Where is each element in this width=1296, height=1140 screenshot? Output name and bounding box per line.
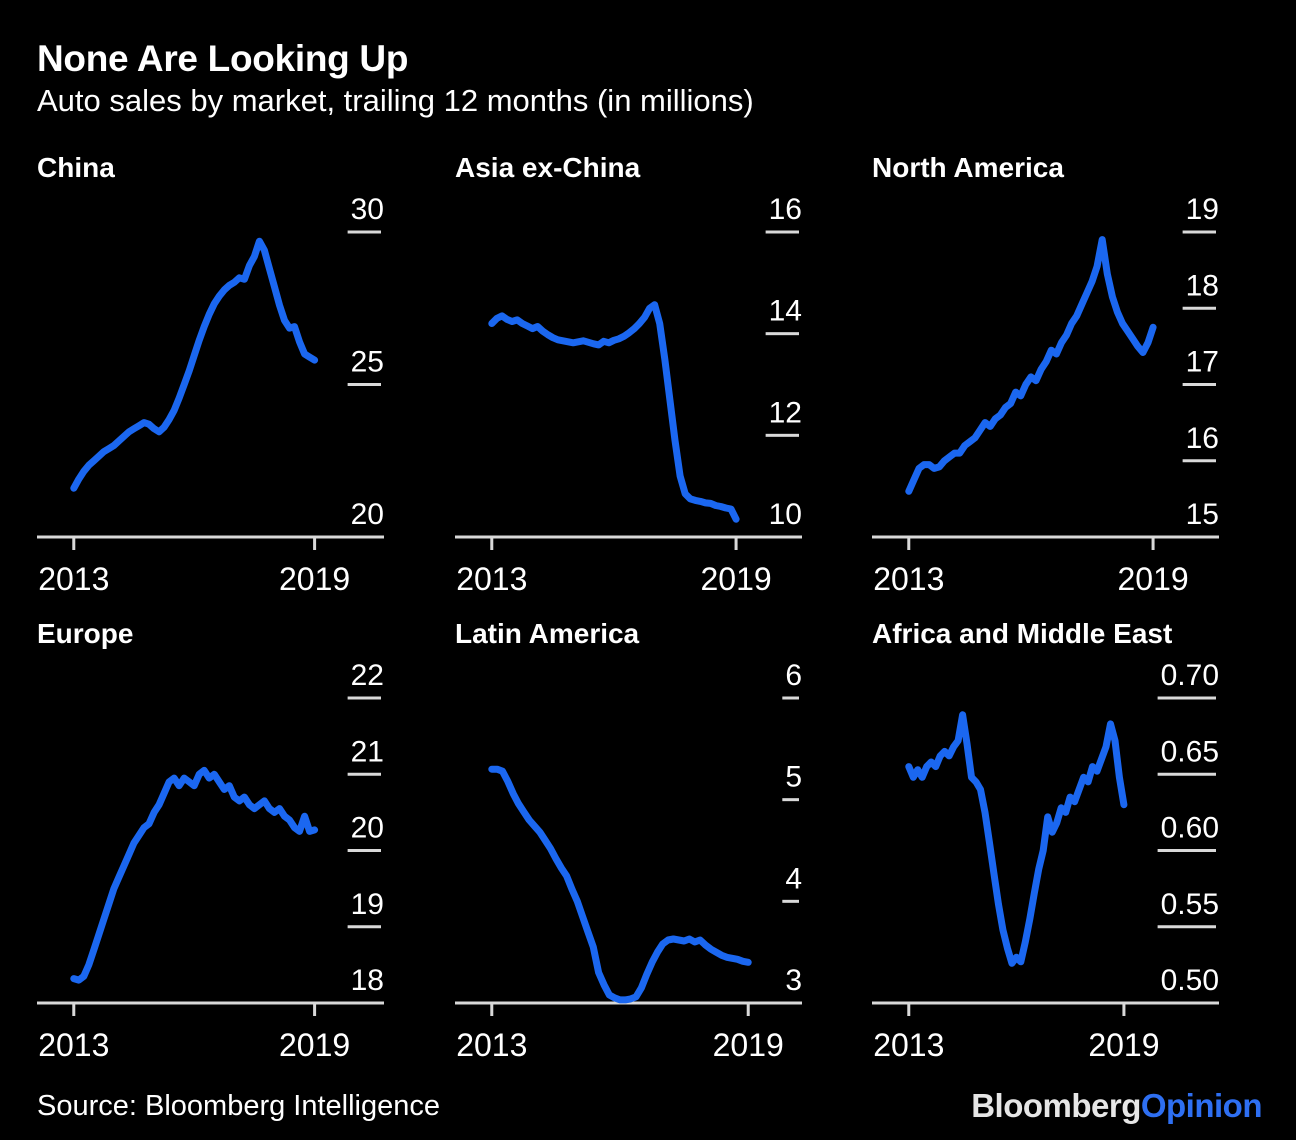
svg-text:2013: 2013 (873, 561, 944, 597)
svg-text:16: 16 (1186, 422, 1219, 455)
page-subtitle: Auto sales by market, trailing 12 months… (37, 83, 754, 118)
svg-text:21: 21 (351, 735, 384, 768)
svg-text:20: 20 (351, 498, 384, 531)
svg-text:2019: 2019 (1117, 561, 1188, 597)
chart-plot: 16 14 12 10 2013 2019 (455, 193, 802, 597)
svg-text:2013: 2013 (38, 561, 109, 597)
svg-text:2019: 2019 (1088, 1027, 1159, 1063)
svg-text:2019: 2019 (279, 561, 350, 597)
svg-text:0.50: 0.50 (1161, 964, 1219, 997)
svg-text:0.55: 0.55 (1161, 888, 1219, 921)
chart-latin-america: Latin America 6 5 4 3 2013 2019 (455, 617, 802, 1083)
chart-title: China (37, 152, 115, 183)
source-label: Source: Bloomberg Intelligence (37, 1090, 441, 1122)
svg-text:4: 4 (785, 862, 802, 895)
svg-text:2019: 2019 (279, 1027, 350, 1063)
svg-text:20: 20 (351, 812, 384, 845)
bloomberg-opinion-logo: BloombergOpinion (971, 1087, 1262, 1125)
chart-china: China 30 25 20 2013 2019 (37, 151, 384, 617)
svg-text:5: 5 (785, 761, 802, 794)
chart-title: North America (872, 152, 1064, 183)
brand-opinion: Opinion (1140, 1087, 1263, 1124)
svg-text:14: 14 (769, 295, 802, 328)
chart-title: Latin America (455, 618, 640, 649)
svg-text:12: 12 (769, 396, 802, 429)
svg-text:30: 30 (351, 193, 384, 226)
brand-bloomberg: Bloomberg (971, 1087, 1141, 1124)
chart-north-america: North America 19 18 17 16 15 2013 2019 (872, 151, 1219, 617)
chart-asia-ex-china: Asia ex-China 16 14 12 10 2013 2019 (455, 151, 802, 617)
chart-title: Asia ex-China (455, 152, 641, 183)
svg-text:18: 18 (351, 964, 384, 997)
svg-text:0.70: 0.70 (1161, 659, 1219, 692)
svg-text:17: 17 (1186, 346, 1219, 379)
svg-text:0.65: 0.65 (1161, 735, 1219, 768)
svg-text:0.60: 0.60 (1161, 812, 1219, 845)
chart-plot: 30 25 20 2013 2019 (37, 193, 384, 597)
chart-plot: 6 5 4 3 2013 2019 (455, 659, 802, 1063)
svg-text:2013: 2013 (456, 1027, 527, 1063)
svg-text:6: 6 (785, 659, 802, 692)
chart-title: Africa and Middle East (872, 618, 1173, 649)
chart-title: Europe (37, 618, 134, 649)
svg-text:2019: 2019 (700, 561, 771, 597)
chart-europe: Europe 22 21 20 19 18 2013 2019 (37, 617, 384, 1083)
svg-text:25: 25 (351, 346, 384, 379)
svg-text:16: 16 (769, 193, 802, 226)
chart-africa-middle-east: Africa and Middle East 0.70 0.65 0.60 0.55 0… (872, 617, 1219, 1083)
svg-text:22: 22 (351, 659, 384, 692)
svg-text:19: 19 (1186, 193, 1219, 226)
svg-text:19: 19 (351, 888, 384, 921)
svg-text:10: 10 (769, 498, 802, 531)
chart-plot: 0.70 0.65 0.60 0.55 0.50 2013 2019 (872, 659, 1219, 1063)
svg-text:3: 3 (785, 964, 802, 997)
svg-text:15: 15 (1186, 498, 1219, 531)
svg-text:18: 18 (1186, 269, 1219, 302)
svg-text:2013: 2013 (456, 561, 527, 597)
page-title: None Are Looking Up (37, 38, 409, 79)
svg-text:2013: 2013 (38, 1027, 109, 1063)
chart-plot: 19 18 17 16 15 2013 2019 (872, 193, 1219, 597)
svg-text:2019: 2019 (713, 1027, 784, 1063)
svg-text:2013: 2013 (873, 1027, 944, 1063)
